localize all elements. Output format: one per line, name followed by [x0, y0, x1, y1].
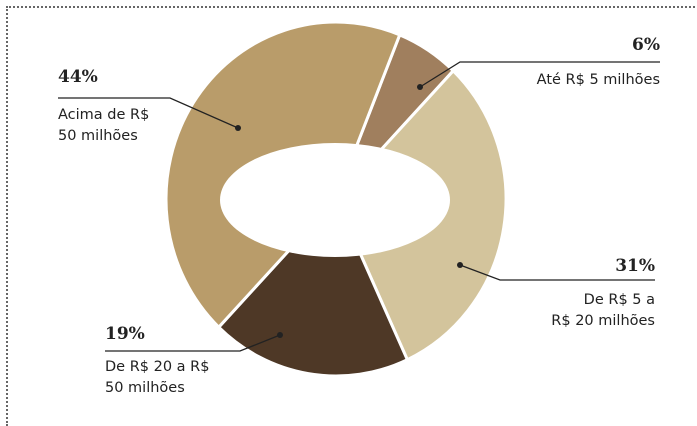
value-label: 31% — [615, 256, 655, 276]
chart — [58, 20, 660, 378]
value-label: 6% — [632, 35, 660, 55]
leader — [58, 97, 239, 129]
frame — [6, 6, 697, 426]
leader-dot — [277, 332, 283, 338]
leader-dot — [417, 84, 423, 90]
slice — [216, 196, 410, 378]
category-label: De R$ 20 a R$ 50 milhões — [105, 359, 210, 396]
donut-hole — [220, 143, 450, 257]
category-label: Até R$ 5 milhões — [536, 72, 660, 88]
leader-dot — [235, 125, 241, 131]
leader — [419, 61, 660, 88]
leader — [105, 334, 281, 352]
category-label: De R$ 5 a R$ 20 milhões — [551, 292, 655, 329]
value-label: 44% — [58, 67, 98, 87]
category-label: Acima de R$ 50 milhões — [58, 107, 150, 144]
page: 6% Até R$ 5 milhões 31% De R$ 5 a R$ 20 … — [6, 6, 697, 426]
leader-dot — [457, 262, 463, 268]
value-label: 19% — [105, 324, 145, 344]
leader — [459, 264, 655, 281]
leaders — [58, 61, 660, 352]
